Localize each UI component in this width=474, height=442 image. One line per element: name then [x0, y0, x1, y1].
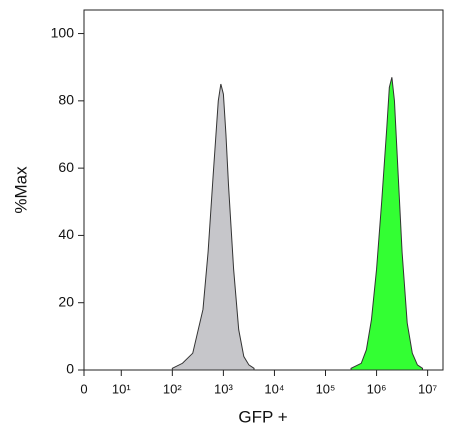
y-tick-label: 20 [58, 293, 74, 309]
histogram-area [350, 77, 424, 371]
x-tick-label: 0 [80, 381, 87, 396]
y-tick-label: 60 [58, 159, 74, 175]
histogram-area [171, 83, 255, 371]
y-axis-label: %Max [11, 166, 30, 214]
x-tick-label: 10⁴ [264, 381, 284, 396]
x-tick-label: 10⁵ [316, 381, 336, 396]
x-tick-label: 10³ [214, 381, 233, 396]
y-tick-label: 80 [58, 92, 74, 108]
x-tick-label: 10⁶ [367, 381, 387, 396]
y-tick-label: 0 [66, 361, 74, 377]
x-axis-label: GFP + [238, 407, 287, 426]
plot-frame [83, 9, 444, 371]
x-tick-label: 10² [163, 381, 182, 396]
x-tick-label: 10¹ [112, 381, 131, 396]
x-tick-label: 10⁷ [418, 381, 437, 396]
y-tick-label: 100 [51, 24, 75, 40]
y-tick-label: 40 [58, 226, 74, 242]
